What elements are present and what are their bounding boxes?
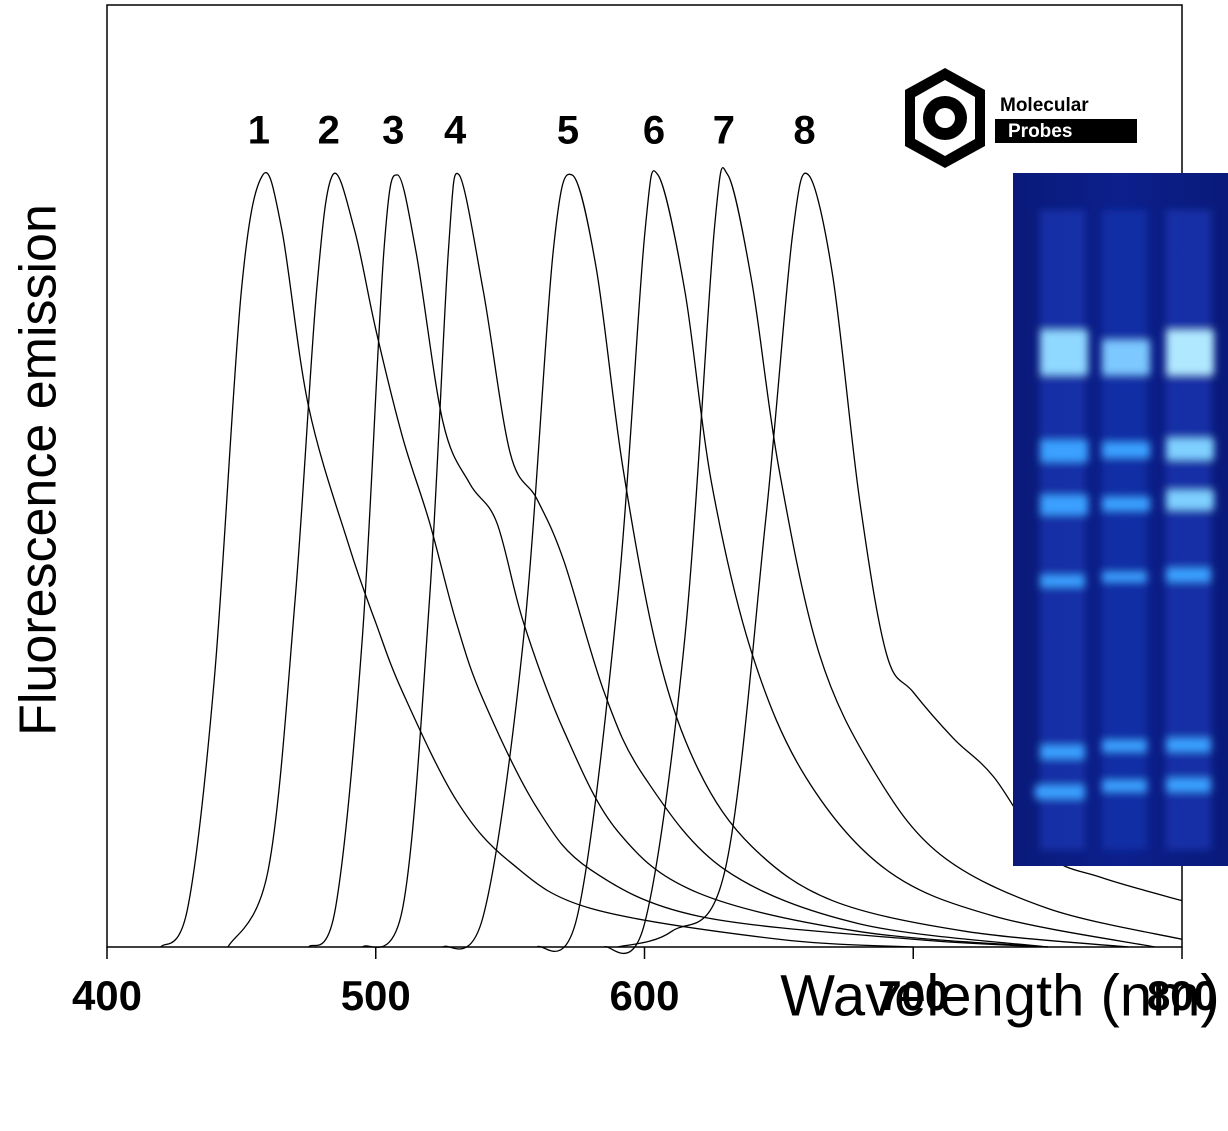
- series-label: 5: [557, 109, 579, 153]
- x-tick-label: 400: [72, 972, 142, 1019]
- curves: [160, 166, 1183, 954]
- gel-image: [1013, 173, 1228, 866]
- series-label: 2: [318, 109, 340, 153]
- series-line: [160, 172, 914, 948]
- x-tick-label: 700: [878, 972, 948, 1019]
- x-tick-label: 600: [609, 972, 679, 1019]
- logo-text: Probes: [1008, 121, 1072, 142]
- series-label: 4: [444, 109, 467, 153]
- logo-text: Molecular: [1000, 95, 1089, 116]
- series-line: [603, 166, 1183, 954]
- series-label: 6: [643, 109, 665, 153]
- series-label: 8: [793, 109, 815, 153]
- series-label: 1: [248, 109, 270, 153]
- series-line: [227, 172, 1048, 948]
- series-label: 7: [713, 109, 735, 153]
- series-line: [617, 172, 1183, 948]
- series-line: [442, 173, 1129, 950]
- x-axis-title: Wavelength (nm): [780, 963, 1219, 1028]
- logo: Molecular Probes: [905, 68, 1137, 168]
- series-line: [536, 170, 1156, 952]
- x-tick-label: 500: [341, 972, 411, 1019]
- series-line: [308, 174, 1048, 948]
- y-axis-title: Fluorescence emission: [10, 204, 68, 736]
- x-tick-label: 800: [1147, 972, 1217, 1019]
- series-label: 3: [382, 109, 404, 153]
- series-line: [361, 172, 1048, 948]
